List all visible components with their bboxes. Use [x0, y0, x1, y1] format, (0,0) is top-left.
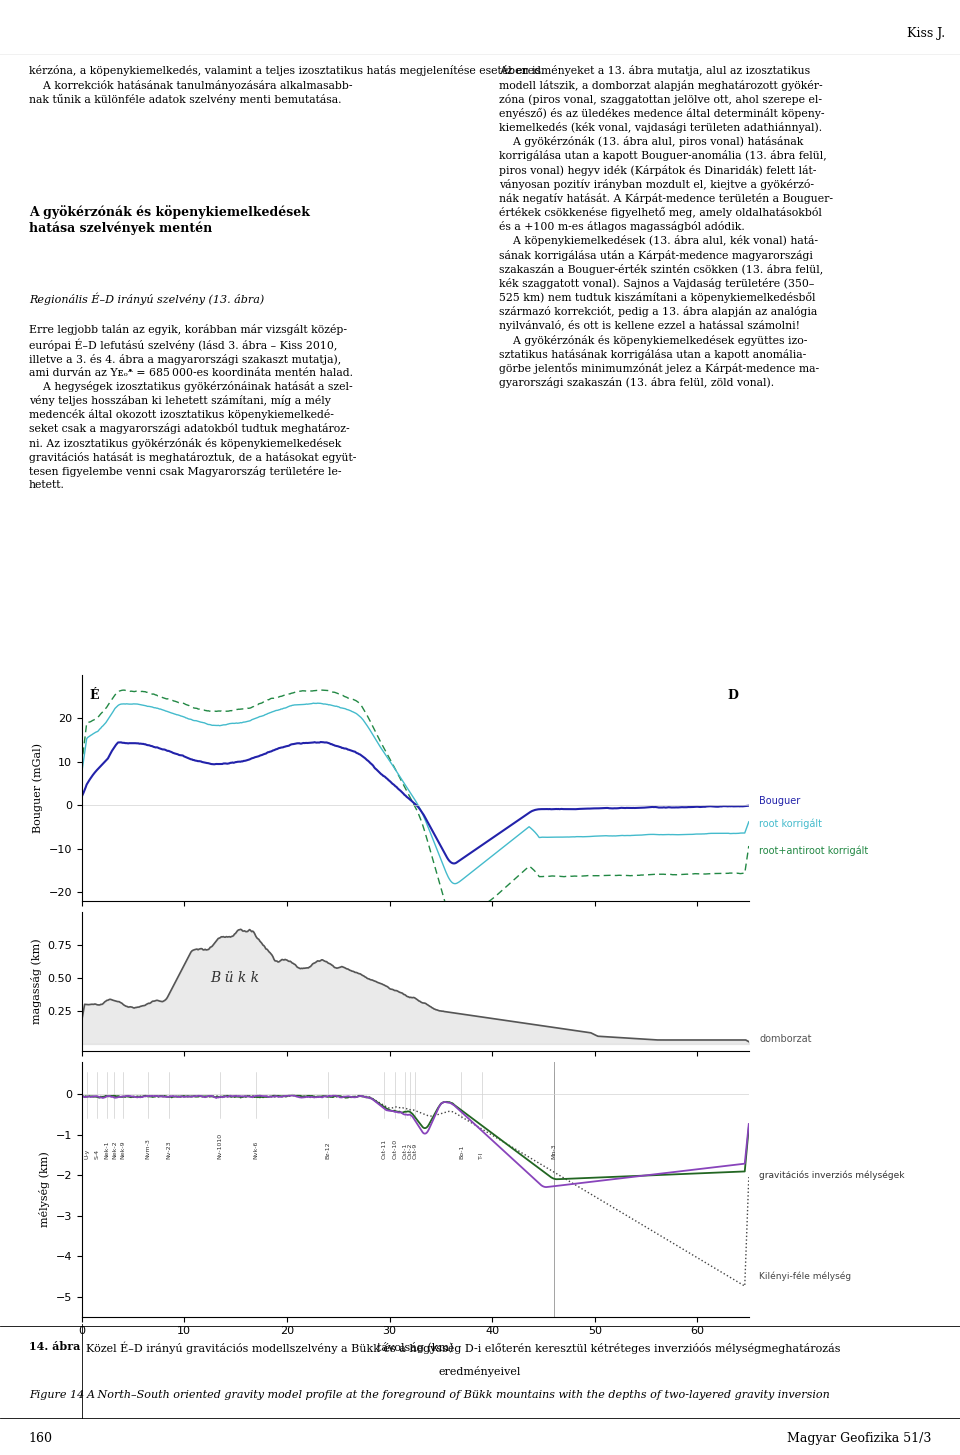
Text: B ü k k: B ü k k	[210, 970, 259, 985]
Text: 14. ábra: 14. ábra	[29, 1342, 81, 1352]
Text: Nvk-6: Nvk-6	[253, 1141, 258, 1158]
Text: Nv-1010: Nv-1010	[218, 1133, 223, 1158]
Text: Kilényi-féle mélység: Kilényi-féle mélység	[759, 1272, 852, 1280]
Text: kérzóna, a köpenykiemelkedés, valamint a teljes izosztatikus hatás megjelenítése: kérzóna, a köpenykiemelkedés, valamint a…	[29, 65, 544, 118]
Text: T-I: T-I	[479, 1151, 485, 1158]
Text: S-4: S-4	[94, 1149, 100, 1158]
Text: Bouguer: Bouguer	[759, 796, 801, 806]
Y-axis label: mélység (km): mélység (km)	[38, 1151, 50, 1228]
Text: root+antiroot korrigált: root+antiroot korrigált	[759, 845, 868, 856]
Text: Az eredményeket a 13. ábra mutatja, alul az izosztatikus
modell látszik, a dombo: Az eredményeket a 13. ábra mutatja, alul…	[499, 65, 833, 388]
Text: U-y: U-y	[84, 1148, 89, 1158]
Text: root korrigált: root korrigált	[759, 819, 822, 829]
Text: Regionális É–D irányú szelvény (13. ábra): Regionális É–D irányú szelvény (13. ábra…	[29, 292, 264, 306]
Text: Cst-1: Cst-1	[402, 1142, 407, 1158]
Text: Közel É–D irányú gravitációs modellszelvény a Bükk és a hegysség D-i előterén ke: Közel É–D irányú gravitációs modellszelv…	[86, 1342, 841, 1353]
Text: Nvm-3: Nvm-3	[146, 1138, 151, 1158]
Text: A North–South oriented gravity model profile at the foreground of Bükk mountains: A North–South oriented gravity model pro…	[86, 1391, 830, 1400]
Text: Bz-12: Bz-12	[325, 1141, 330, 1158]
Text: Kiss J.: Kiss J.	[907, 28, 946, 39]
Text: A gyökérzónák és köpenykiemelkedések
hatása szelvények mentén: A gyökérzónák és köpenykiemelkedések hat…	[29, 205, 310, 236]
X-axis label: távolság (km): távolság (km)	[377, 1342, 453, 1353]
Text: D: D	[728, 688, 739, 701]
Text: Figure 14: Figure 14	[29, 1391, 84, 1400]
Text: Cst-11: Cst-11	[382, 1139, 387, 1158]
Y-axis label: magasság (km): magasság (km)	[31, 938, 41, 1024]
Text: Mn-3: Mn-3	[551, 1144, 556, 1158]
Text: Cst-10: Cst-10	[393, 1139, 397, 1158]
Text: domborzat: domborzat	[759, 1035, 811, 1045]
Text: Nv-23: Nv-23	[166, 1141, 171, 1158]
Text: Bo-1: Bo-1	[459, 1145, 464, 1158]
Text: É: É	[89, 688, 99, 701]
Text: Nek-2: Nek-2	[112, 1141, 117, 1158]
Text: gravitációs inverziós mélységek: gravitációs inverziós mélységek	[759, 1171, 904, 1180]
Text: 160: 160	[29, 1432, 53, 1445]
Y-axis label: Bouguer (mGal): Bouguer (mGal)	[33, 744, 43, 832]
Text: eredményeivel: eredményeivel	[439, 1366, 521, 1376]
Text: Cst-2: Cst-2	[408, 1142, 413, 1158]
Text: Cst-9: Cst-9	[413, 1142, 418, 1158]
Text: Nek-1: Nek-1	[105, 1141, 109, 1158]
Text: Magyar Geofizika 51/3: Magyar Geofizika 51/3	[787, 1432, 931, 1445]
Text: Nek-9: Nek-9	[120, 1141, 125, 1158]
Text: Erre legjobb talán az egyik, korábban már vizsgált közép-
európai É–D lefutású s: Erre legjobb talán az egyik, korábban má…	[29, 324, 356, 490]
